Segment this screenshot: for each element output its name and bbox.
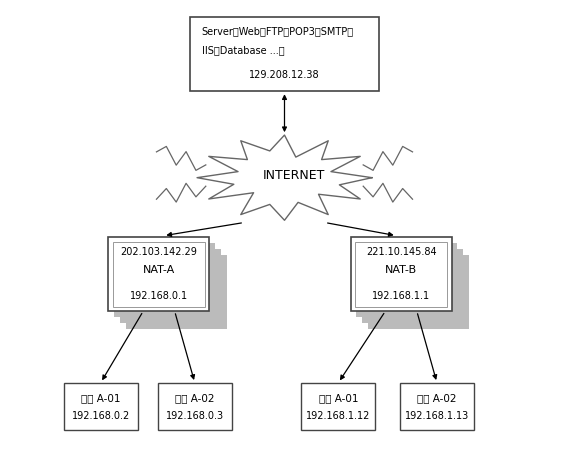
Text: IIS、Database ...）: IIS、Database ...） [201, 45, 284, 55]
Text: INTERNET: INTERNET [262, 169, 325, 182]
Text: 192.168.0.3: 192.168.0.3 [166, 411, 224, 421]
Text: 192.168.1.12: 192.168.1.12 [306, 411, 370, 421]
Polygon shape [197, 135, 372, 220]
Bar [400, 383, 474, 430]
Text: 192.168.1.1: 192.168.1.1 [372, 291, 430, 301]
Text: Server（Web、FTP、POP3、SMTP、: Server（Web、FTP、POP3、SMTP、 [201, 26, 354, 36]
Text: 192.168.1.13: 192.168.1.13 [405, 411, 469, 421]
Bar [126, 255, 227, 329]
Text: NAT-A: NAT-A [143, 266, 175, 276]
Text: 129.208.12.38: 129.208.12.38 [249, 70, 320, 80]
Bar [64, 383, 138, 430]
Text: 192.168.0.2: 192.168.0.2 [72, 411, 130, 421]
Text: 电脑 A-01: 电脑 A-01 [81, 393, 121, 403]
Bar [120, 249, 221, 323]
Bar [356, 243, 457, 317]
Text: 电脑 A-02: 电脑 A-02 [175, 393, 215, 403]
Text: NAT-B: NAT-B [385, 266, 417, 276]
Bar [114, 243, 215, 317]
Bar [302, 383, 376, 430]
Text: 202.103.142.29: 202.103.142.29 [121, 247, 197, 257]
Bar [190, 17, 379, 91]
Bar [158, 383, 232, 430]
Bar [362, 249, 463, 323]
Bar [109, 237, 209, 311]
Text: 192.168.0.1: 192.168.0.1 [130, 291, 188, 301]
Bar [351, 237, 452, 311]
Text: 电脑 A-01: 电脑 A-01 [319, 393, 358, 403]
Bar [113, 242, 205, 306]
Bar [355, 242, 447, 306]
Bar [368, 255, 469, 329]
Text: 221.10.145.84: 221.10.145.84 [366, 247, 436, 257]
Text: 电脑 A-02: 电脑 A-02 [417, 393, 457, 403]
